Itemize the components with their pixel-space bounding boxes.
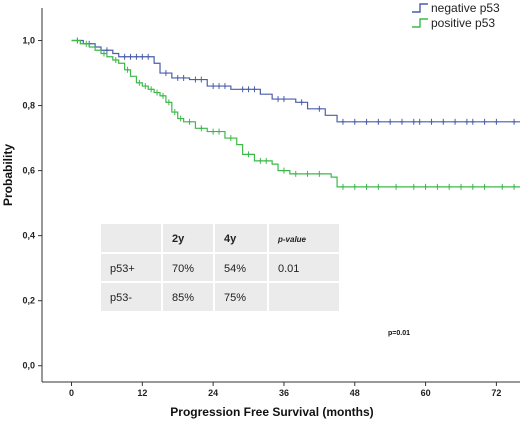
x-tick-label: 0 bbox=[69, 388, 74, 398]
x-axis-label: Progression Free Survival (months) bbox=[170, 405, 373, 419]
y-tick-label: 0,2 bbox=[22, 296, 35, 306]
p-value-annotation: p=0.01 bbox=[388, 330, 410, 337]
table-header: 2y bbox=[172, 233, 185, 245]
x-tick-label: 72 bbox=[491, 388, 501, 398]
x-tick-label: 24 bbox=[208, 388, 218, 398]
axes: 0 12 24 36 48 60 72 0,0 0,2 0,4 0,6 0,8 1,0 bbox=[22, 8, 520, 398]
survival-curve bbox=[71, 39, 520, 188]
table-header: 4y bbox=[224, 233, 237, 245]
summary-table: 2y 4y p-value p53+ 70% 54% 0.01 p53- 85% 75% bbox=[101, 224, 339, 311]
table-cell-text: p53- bbox=[110, 292, 132, 304]
table-cell-text: 75% bbox=[224, 292, 246, 304]
table-cell-text: 54% bbox=[224, 263, 246, 275]
legend-swatch bbox=[412, 18, 428, 28]
x-tick-label: 36 bbox=[279, 388, 289, 398]
legend-swatch bbox=[412, 3, 428, 13]
table-cell bbox=[269, 224, 339, 252]
series-layer bbox=[71, 37, 520, 190]
x-tick-label: 48 bbox=[350, 388, 360, 398]
legend-label: negative p53 bbox=[431, 1, 500, 15]
table-cell-text: 85% bbox=[172, 292, 194, 304]
table-cell bbox=[215, 224, 267, 252]
table-cell-text: 70% bbox=[172, 263, 194, 275]
legend-label: positive p53 bbox=[431, 16, 495, 30]
table-cell bbox=[101, 283, 161, 311]
table-cell bbox=[215, 254, 267, 281]
table-cell bbox=[101, 224, 161, 252]
table-cell bbox=[163, 254, 213, 281]
table-cell bbox=[269, 283, 339, 311]
table-cell bbox=[215, 283, 267, 311]
y-tick-label: 0,6 bbox=[22, 166, 35, 176]
y-axis-label: Probability bbox=[1, 144, 15, 206]
table-cell-text: 0.01 bbox=[278, 263, 299, 275]
table-header: p-value bbox=[277, 235, 307, 244]
y-tick-label: 0,0 bbox=[22, 361, 35, 371]
y-tick-label: 0,8 bbox=[22, 101, 35, 111]
table-cell-text: p53+ bbox=[110, 263, 135, 275]
table-cell bbox=[163, 283, 213, 311]
x-tick-label: 12 bbox=[137, 388, 147, 398]
table-cell bbox=[101, 254, 161, 281]
y-tick-label: 0,4 bbox=[22, 231, 35, 241]
table-cell bbox=[269, 254, 339, 281]
y-tick-label: 1,0 bbox=[22, 36, 35, 46]
table-cell bbox=[163, 224, 213, 252]
x-tick-label: 60 bbox=[421, 388, 431, 398]
survival-curve bbox=[71, 39, 520, 123]
